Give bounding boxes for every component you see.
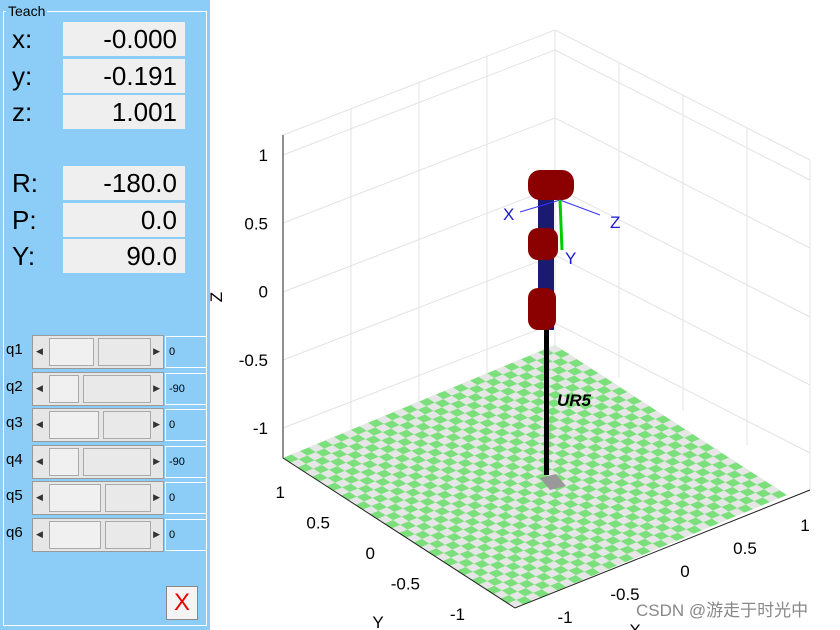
- z-axis-label: Z: [210, 292, 226, 302]
- field-label: x:: [12, 24, 33, 54]
- tick-label: 0.5: [733, 539, 757, 558]
- arrow[interactable]: ▶: [153, 346, 160, 356]
- arrow[interactable]: ◀: [36, 419, 43, 429]
- field-label: R:: [12, 168, 38, 198]
- joint-label: q3: [6, 414, 23, 431]
- thumb[interactable]: [49, 484, 101, 512]
- joint-value: -90: [165, 445, 207, 478]
- tick-label: -1: [557, 608, 572, 627]
- track: [98, 338, 151, 366]
- plot: 10.50-0.5-110.50-0.5-110.50-0.5-1 UR5 X …: [210, 29, 811, 630]
- arrow[interactable]: ◀: [36, 455, 43, 466]
- track: [105, 484, 151, 512]
- joint-slider[interactable]: ◀ ▶: [32, 444, 164, 479]
- field-value: 90.0: [63, 239, 185, 273]
- field-value: -0.000: [63, 22, 185, 56]
- tick-label: 0: [680, 562, 689, 581]
- field-value: 1.001: [63, 95, 185, 129]
- joint-label: q6: [6, 523, 23, 541]
- joint-value: 0: [165, 336, 207, 368]
- tick-label: -0.5: [239, 351, 268, 370]
- arrow[interactable]: ▶: [153, 492, 160, 502]
- tick-label: 1: [259, 146, 268, 165]
- track: [83, 374, 151, 403]
- tick-label: 1: [276, 483, 285, 502]
- y-axis-label: Y: [372, 613, 383, 630]
- joint-value: -90: [165, 372, 207, 405]
- arrow[interactable]: ▶: [153, 528, 160, 539]
- tick-label: 0.5: [306, 514, 330, 533]
- tick-label: 0.5: [244, 214, 268, 233]
- arrow[interactable]: ◀: [36, 346, 43, 356]
- joint-value: 0: [165, 409, 207, 441]
- teach-panel: Teach x: -0.000 y: -0.191 z: 1.001 R: -180.0 P: 0…: [0, 0, 210, 630]
- field-value: 0.0: [63, 202, 185, 237]
- arrow[interactable]: ◀: [36, 528, 43, 539]
- arrow[interactable]: ▶: [153, 382, 160, 393]
- joint-slider[interactable]: ◀ ▶: [32, 335, 164, 369]
- frame-label: Z: [610, 213, 620, 232]
- joint-value: 0: [165, 518, 207, 551]
- tick-label: -0.5: [391, 575, 420, 594]
- joint-slider[interactable]: ◀ ▶: [32, 408, 164, 442]
- field-label: Y:: [12, 241, 36, 271]
- tick-label: -1: [450, 605, 465, 624]
- track: [105, 520, 151, 549]
- joint-slider[interactable]: ◀ ▶: [32, 371, 164, 406]
- robot: [519, 170, 601, 490]
- joint-label: q4: [6, 450, 23, 468]
- arrow[interactable]: ◀: [36, 492, 43, 502]
- joint-label: q2: [6, 377, 23, 395]
- close-button[interactable]: X: [166, 586, 198, 620]
- thumb[interactable]: [49, 338, 94, 366]
- ticks: 1 0.5 0 -0.5 -1 1 0.5 0 -0.5 -1 1 0.5 0 -0.5 -1: [239, 146, 810, 627]
- track: [103, 411, 151, 439]
- field-value: -180.0: [63, 166, 185, 200]
- thumb[interactable]: [49, 374, 79, 403]
- thumb[interactable]: [49, 447, 79, 476]
- panel-title: Teach: [6, 3, 48, 19]
- joint-slider[interactable]: ◀ ▶: [32, 517, 164, 552]
- frame-label: X: [503, 205, 514, 224]
- arrow[interactable]: ▶: [153, 455, 160, 466]
- joint-slider[interactable]: ◀ ▶: [32, 481, 164, 515]
- joint-label: q5: [6, 487, 23, 504]
- tick-label: -0.5: [610, 585, 639, 604]
- joint-value: 0: [165, 482, 207, 514]
- arrow[interactable]: ▶: [153, 419, 160, 429]
- thumb[interactable]: [49, 520, 101, 549]
- field-value: -0.191: [63, 58, 185, 93]
- watermark: CSDN @游走于时光中: [636, 601, 808, 620]
- field-label: z:: [12, 97, 33, 127]
- frame-label: Y: [565, 249, 576, 268]
- axes: [282, 135, 811, 609]
- thumb[interactable]: [49, 411, 99, 439]
- tick-label: 0: [259, 283, 268, 302]
- tick-label: 0: [366, 544, 375, 563]
- tick-label: -1: [253, 419, 268, 438]
- floor: [283, 345, 787, 608]
- field-label: y:: [12, 60, 33, 91]
- arrow[interactable]: ◀: [36, 382, 43, 393]
- joint-label: q1: [6, 341, 23, 358]
- panel-frame: [3, 11, 207, 626]
- track: [83, 447, 151, 476]
- x-axis-label: X: [629, 621, 640, 630]
- field-label: P:: [12, 204, 37, 235]
- tick-label: 1: [800, 516, 809, 535]
- robot-name: UR5: [557, 391, 592, 410]
